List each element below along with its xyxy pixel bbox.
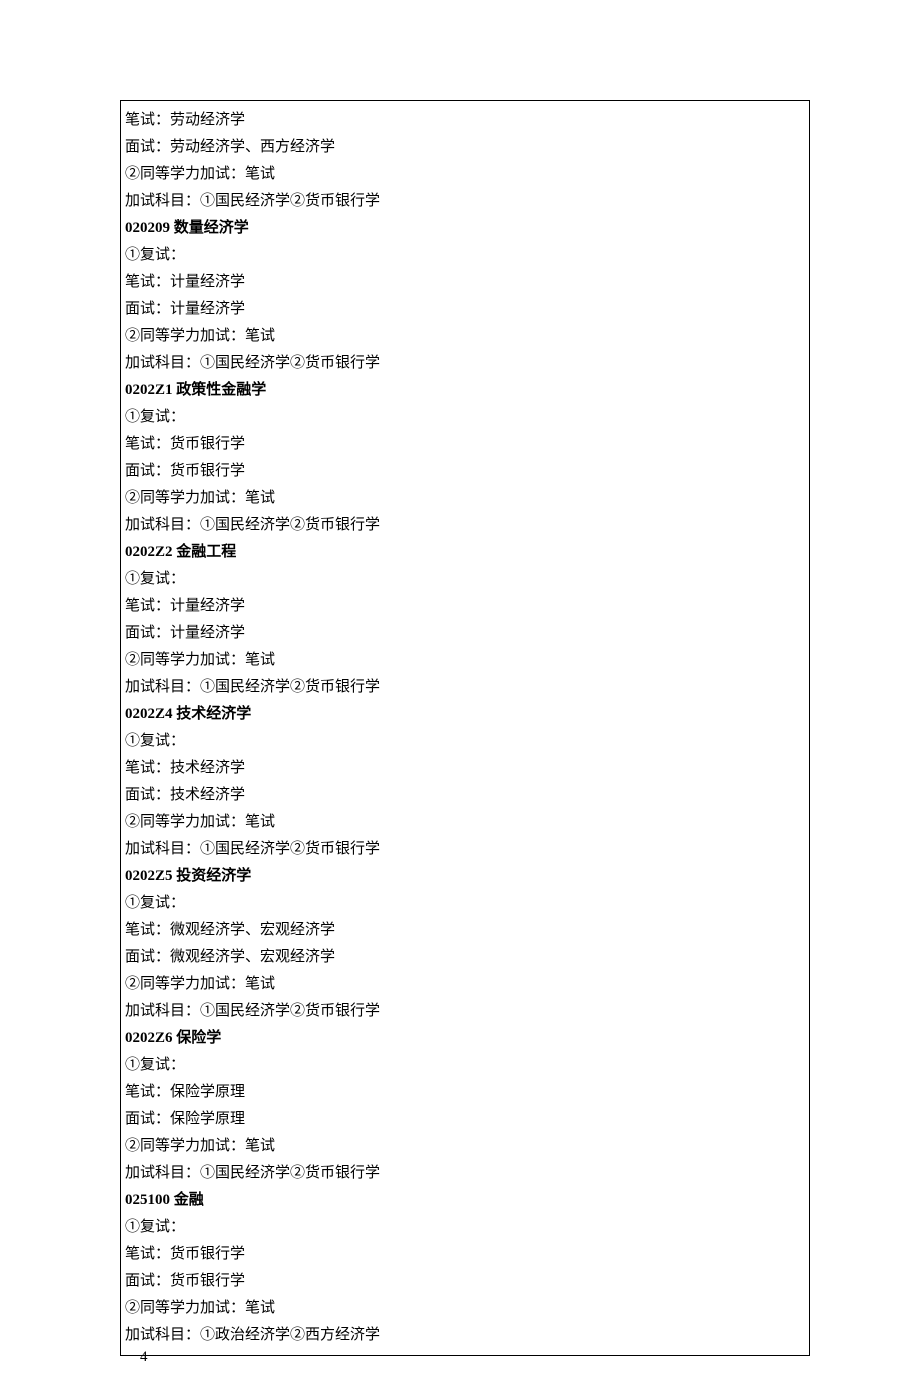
text-line: ①复试： bbox=[125, 1214, 805, 1241]
text-line: ②同等学力加试：笔试 bbox=[125, 1295, 805, 1322]
text-line: 加试科目：①国民经济学②货币银行学 bbox=[125, 1160, 805, 1187]
text-line: ①复试： bbox=[125, 404, 805, 431]
text-line: ②同等学力加试：笔试 bbox=[125, 647, 805, 674]
text-line: 面试：计量经济学 bbox=[125, 296, 805, 323]
text-line: 面试：货币银行学 bbox=[125, 1268, 805, 1295]
text-line: 加试科目：①国民经济学②货币银行学 bbox=[125, 188, 805, 215]
text-line: ②同等学力加试：笔试 bbox=[125, 809, 805, 836]
text-line: 笔试：微观经济学、宏观经济学 bbox=[125, 917, 805, 944]
text-line: 笔试：货币银行学 bbox=[125, 431, 805, 458]
text-line: 加试科目：①国民经济学②货币银行学 bbox=[125, 512, 805, 539]
text-line: 笔试：保险学原理 bbox=[125, 1079, 805, 1106]
text-line: 笔试：计量经济学 bbox=[125, 593, 805, 620]
text-line: ②同等学力加试：笔试 bbox=[125, 485, 805, 512]
section-header: 0202Z5 投资经济学 bbox=[125, 863, 805, 890]
text-line: 面试：技术经济学 bbox=[125, 782, 805, 809]
text-line: 笔试：技术经济学 bbox=[125, 755, 805, 782]
text-line: 加试科目：①国民经济学②货币银行学 bbox=[125, 350, 805, 377]
section-header: 025100 金融 bbox=[125, 1187, 805, 1214]
text-line: ①复试： bbox=[125, 890, 805, 917]
text-line: ①复试： bbox=[125, 566, 805, 593]
section-header: 0202Z2 金融工程 bbox=[125, 539, 805, 566]
text-line: 面试：微观经济学、宏观经济学 bbox=[125, 944, 805, 971]
text-line: ②同等学力加试：笔试 bbox=[125, 1133, 805, 1160]
section-header: 0202Z4 技术经济学 bbox=[125, 701, 805, 728]
text-line: 加试科目：①国民经济学②货币银行学 bbox=[125, 836, 805, 863]
text-line: ①复试： bbox=[125, 728, 805, 755]
text-line: 笔试：计量经济学 bbox=[125, 269, 805, 296]
content-box: 笔试：劳动经济学 面试：劳动经济学、西方经济学 ②同等学力加试：笔试 加试科目：… bbox=[120, 100, 810, 1356]
text-line: ②同等学力加试：笔试 bbox=[125, 161, 805, 188]
text-line: 面试：货币银行学 bbox=[125, 458, 805, 485]
text-line: 加试科目：①国民经济学②货币银行学 bbox=[125, 998, 805, 1025]
text-line: ②同等学力加试：笔试 bbox=[125, 323, 805, 350]
section-header: 0202Z6 保险学 bbox=[125, 1025, 805, 1052]
document-page: 笔试：劳动经济学 面试：劳动经济学、西方经济学 ②同等学力加试：笔试 加试科目：… bbox=[0, 0, 920, 1396]
page-number: 4 bbox=[140, 1349, 148, 1366]
text-line: 加试科目：①政治经济学②西方经济学 bbox=[125, 1322, 805, 1349]
section-header: 0202Z1 政策性金融学 bbox=[125, 377, 805, 404]
section-header: 020209 数量经济学 bbox=[125, 215, 805, 242]
text-line: 面试：计量经济学 bbox=[125, 620, 805, 647]
text-line: ①复试： bbox=[125, 1052, 805, 1079]
text-line: 加试科目：①国民经济学②货币银行学 bbox=[125, 674, 805, 701]
text-line: ②同等学力加试：笔试 bbox=[125, 971, 805, 998]
text-line: 笔试：货币银行学 bbox=[125, 1241, 805, 1268]
text-line: 面试：劳动经济学、西方经济学 bbox=[125, 134, 805, 161]
text-line: 笔试：劳动经济学 bbox=[125, 107, 805, 134]
text-line: 面试：保险学原理 bbox=[125, 1106, 805, 1133]
text-line: ①复试： bbox=[125, 242, 805, 269]
